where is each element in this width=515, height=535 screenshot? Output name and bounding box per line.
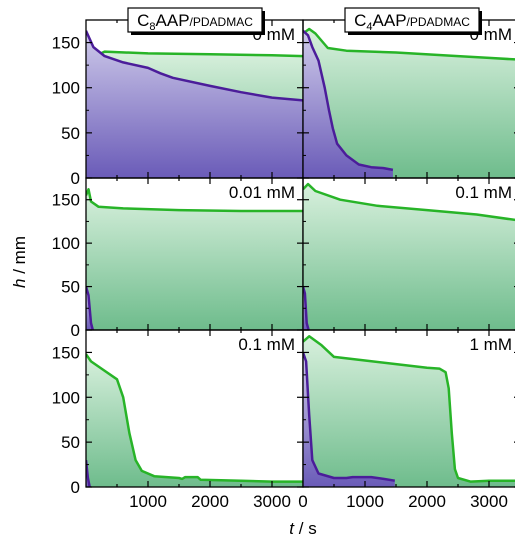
plot-area (86, 30, 303, 178)
panel-3-1: 0 50 100 150 1000 2000 3000 0.1 mM (52, 329, 304, 511)
foam-line (303, 27, 515, 61)
x-tick-label: 3000 (253, 492, 291, 511)
title-box (344, 7, 480, 33)
concentration-label: 0.1 mM (238, 335, 295, 354)
foam-line (86, 353, 303, 483)
foam-area (86, 354, 303, 487)
plot-area (303, 182, 515, 330)
panel-3-2: 0 1000 2000 3000 1 mM (298, 329, 515, 511)
liquid-line (303, 29, 394, 172)
foam-area (303, 29, 515, 178)
y-tick-label: 150 (52, 343, 80, 362)
foam-line (86, 188, 303, 213)
x-tick-label: 2000 (408, 492, 446, 511)
liquid-area (303, 30, 393, 178)
x-tick-label: 3000 (470, 492, 508, 511)
panel-2-2: 0.1 mM (302, 177, 515, 331)
foam-area (303, 184, 515, 330)
y-tick-label: 100 (52, 79, 80, 98)
y-tick-label: 0 (71, 321, 80, 340)
plot-area (303, 335, 515, 487)
foam-line (303, 182, 515, 222)
y-tick-label: 50 (61, 278, 80, 297)
x-tick-label: 1000 (346, 492, 384, 511)
x-axis-label: t / s (289, 519, 316, 535)
foam-area (86, 189, 303, 330)
concentration-label: 0.01 mM (229, 183, 295, 202)
plot-area (86, 188, 303, 330)
column-title: C4AAP/PDADMAC (354, 11, 470, 33)
y-tick-label: 0 (71, 478, 80, 497)
y-tick-label: 150 (52, 191, 80, 210)
liquid-area (86, 30, 303, 178)
concentration-label: 1 mM (470, 335, 513, 354)
y-tick-label: 50 (61, 124, 80, 143)
concentration-label: 0.1 mM (455, 183, 512, 202)
x-tick-label: 2000 (191, 492, 229, 511)
title-box (127, 7, 263, 33)
foam-line (303, 335, 515, 483)
column-title: C8AAP/PDADMAC (137, 11, 253, 33)
y-tick-label: 100 (52, 388, 80, 407)
liquid-line (86, 286, 95, 330)
plot-area (86, 353, 303, 487)
foam-area (303, 336, 515, 487)
plot-area (303, 27, 515, 178)
panel-2-1: 0 50 100 150 0.01 mM (52, 177, 304, 340)
panel-frame (302, 329, 515, 488)
y-tick-label: 150 (52, 34, 80, 53)
y-tick-label: 50 (61, 433, 80, 452)
y-tick-label: 0 (71, 169, 80, 188)
x-tick-label: 0 (298, 492, 307, 511)
liquid-area (303, 352, 395, 487)
liquid-line (86, 30, 303, 102)
y-tick-label: 100 (52, 234, 80, 253)
liquid-area (86, 460, 90, 487)
x-tick-label: 1000 (129, 492, 167, 511)
y-axis-label: h / mm (10, 236, 29, 288)
